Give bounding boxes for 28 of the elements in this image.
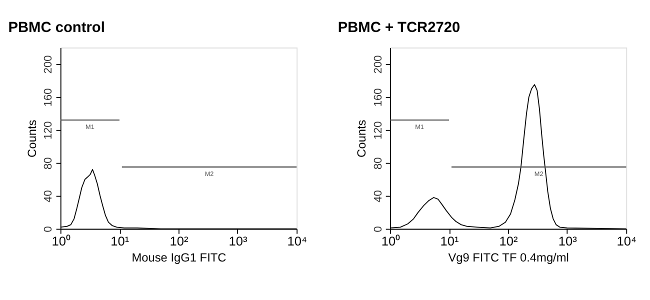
y-axis-title: Counts: [354, 120, 369, 158]
x-tick-label: 10⁰: [381, 234, 401, 249]
y-tick-label: 40: [42, 190, 55, 202]
y-tick-label: 160: [42, 88, 55, 107]
x-tick-label: 10²: [499, 234, 519, 249]
y-tick-label: 0: [372, 226, 384, 232]
x-axis-title: Vg9 FITC TF 0.4mg/ml: [448, 250, 569, 264]
x-tick-label: 10⁰: [52, 234, 71, 249]
x-tick-label: 10⁴: [616, 234, 637, 249]
y-tick-label: 80: [42, 157, 55, 170]
x-tick-label: 10⁴: [287, 234, 307, 249]
y-tick-label: 160: [372, 88, 384, 107]
x-tick-label: 10³: [228, 234, 248, 249]
chart-title: PBMC + TCR2720: [338, 20, 460, 36]
y-tick-label: 120: [372, 121, 384, 140]
chart-title: PBMC control: [8, 20, 105, 36]
y-tick-label: 40: [372, 190, 384, 202]
x-tick-label: 10¹: [110, 234, 130, 249]
y-tick-label: 80: [372, 157, 384, 170]
x-axis-title: Mouse IgG1 FITC: [132, 250, 227, 264]
y-tick-label: 200: [372, 55, 384, 74]
y-tick-label: 120: [42, 121, 55, 140]
x-tick-label: 10³: [558, 234, 578, 249]
x-tick-label: 10²: [170, 234, 189, 249]
x-tick-label: 10¹: [440, 234, 459, 249]
y-tick-label: 0: [42, 226, 55, 232]
y-tick-label: 200: [42, 55, 55, 74]
y-axis-title: Counts: [25, 120, 40, 158]
